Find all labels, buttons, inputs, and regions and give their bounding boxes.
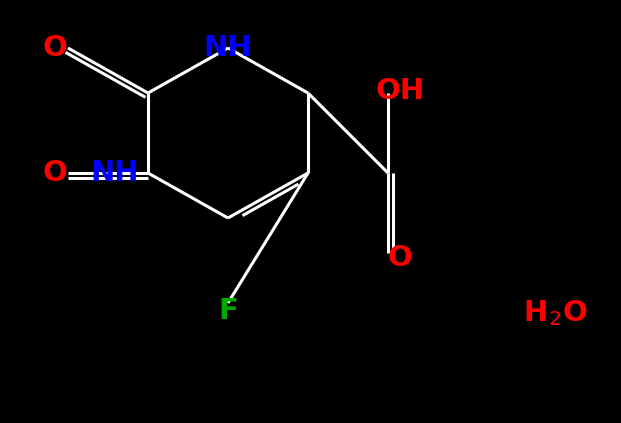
Text: H: H <box>524 299 548 327</box>
Text: NH: NH <box>91 159 139 187</box>
Text: O: O <box>43 34 68 62</box>
Text: O: O <box>388 244 412 272</box>
Text: $_2$O: $_2$O <box>548 298 587 328</box>
Text: OH: OH <box>376 77 425 105</box>
Text: NH: NH <box>204 34 252 62</box>
Text: F: F <box>218 297 238 325</box>
Text: O: O <box>43 159 68 187</box>
